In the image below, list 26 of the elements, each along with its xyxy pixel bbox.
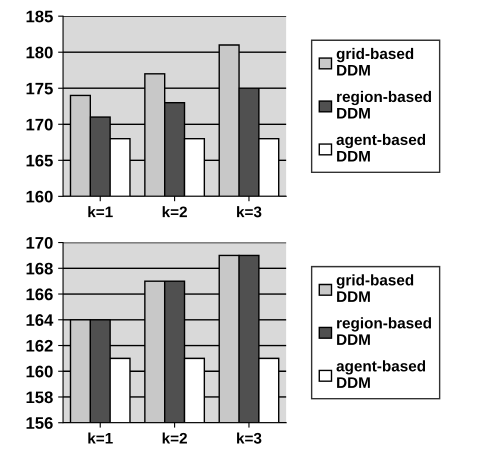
y-tick-label: 185 bbox=[26, 10, 53, 22]
y-tick-label: 160 bbox=[26, 366, 53, 378]
x-tick-label: k=3 bbox=[237, 432, 262, 444]
y-tick-label: 164 bbox=[26, 314, 54, 326]
legend-label: region-based DDM bbox=[337, 317, 431, 345]
legend-label: agent-based DDM bbox=[336, 134, 426, 162]
y-tick-label: 180 bbox=[26, 46, 53, 58]
y-tick-label: 166 bbox=[26, 288, 53, 300]
y-tick-label: 168 bbox=[26, 262, 53, 274]
x-tick-label: k=1 bbox=[88, 206, 113, 218]
legend-label: grid-based DDM bbox=[336, 48, 414, 76]
y-tick-label: 156 bbox=[26, 417, 53, 429]
legend-label: region-based DDM bbox=[337, 90, 431, 118]
y-tick-label: 162 bbox=[26, 340, 53, 352]
y-tick-label: 160 bbox=[26, 190, 53, 203]
x-tick-label: k=2 bbox=[162, 206, 187, 218]
y-tick-label: 158 bbox=[26, 391, 53, 404]
legend-label: agent-based DDM bbox=[336, 360, 426, 388]
x-tick-label: k=3 bbox=[237, 206, 262, 218]
x-tick-label: k=2 bbox=[162, 432, 187, 444]
y-tick-label: 170 bbox=[26, 236, 53, 249]
y-tick-label: 165 bbox=[26, 154, 53, 167]
y-tick-label: 170 bbox=[26, 118, 53, 130]
x-tick-label: k=1 bbox=[88, 432, 113, 444]
y-tick-label: 175 bbox=[26, 82, 53, 94]
text: grid-based DDM bbox=[336, 274, 414, 302]
